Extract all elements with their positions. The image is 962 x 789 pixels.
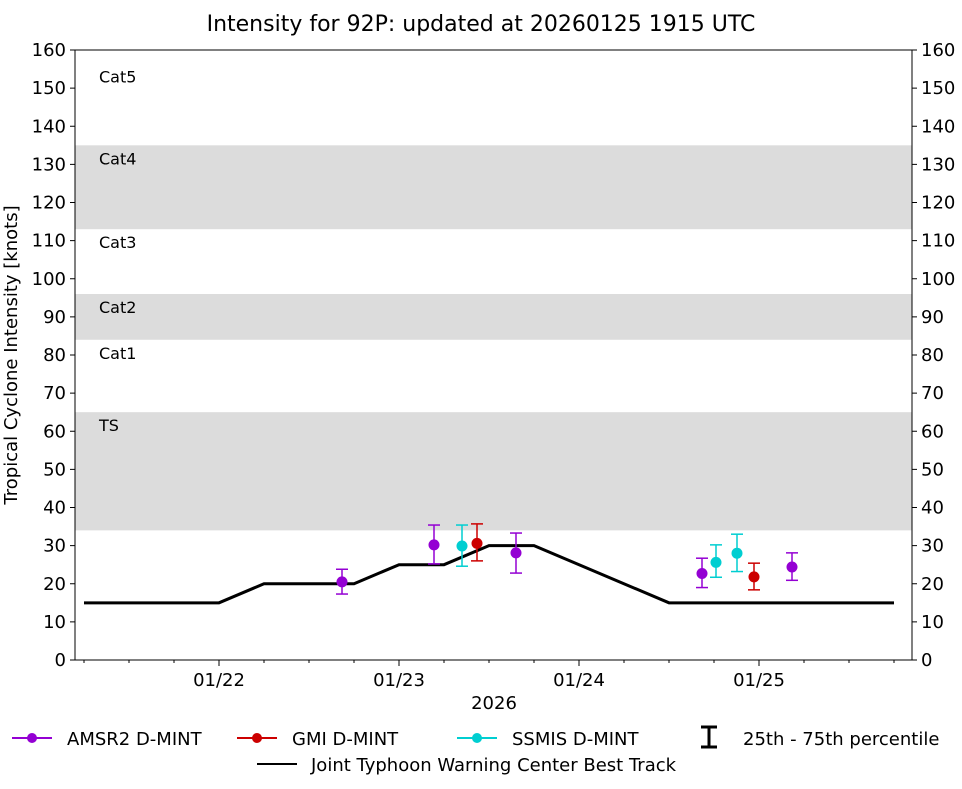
- y-tick-label-right: 60: [921, 421, 944, 442]
- point-marker: [471, 537, 483, 549]
- category-label: Cat1: [99, 344, 136, 363]
- y-tick-label-right: 30: [921, 536, 944, 557]
- legend-marker: [472, 733, 482, 743]
- category-band: [75, 294, 912, 340]
- y-tick-label-right: 80: [921, 345, 944, 366]
- category-label: Cat3: [99, 233, 136, 252]
- y-tick-label-right: 90: [921, 307, 944, 328]
- data-point: [710, 544, 722, 579]
- point-marker: [428, 539, 440, 551]
- point-marker: [710, 556, 722, 568]
- point-marker: [731, 547, 743, 559]
- point-marker: [510, 547, 522, 559]
- best-track: [84, 544, 894, 605]
- y-tick-label-right: 50: [921, 459, 944, 480]
- legend-item: GMI D-MINT: [237, 729, 399, 750]
- y-tick-label: 50: [43, 459, 66, 480]
- y-tick-label: 100: [32, 269, 66, 290]
- chart-title: Intensity for 92P: updated at 20260125 1…: [207, 12, 756, 37]
- legend: AMSR2 D-MINT GMI D-MINT SSMIS D-MINT 25th -…: [12, 725, 939, 776]
- legend-marker: [252, 733, 262, 743]
- x-tick-label: 01/22: [193, 670, 245, 691]
- data-point: [696, 557, 708, 589]
- y-tick-label: 20: [43, 574, 66, 595]
- y-tick-label-right: 10: [921, 612, 944, 633]
- legend-item-best-track: Joint Typhoon Warning Center Best Track: [257, 755, 677, 776]
- category-band: [75, 412, 912, 531]
- y-tick-label: 40: [43, 498, 66, 519]
- data-point: [336, 568, 348, 595]
- y-tick-label-right: 140: [921, 116, 955, 137]
- legend-marker: [27, 733, 37, 743]
- y-tick-label: 60: [43, 421, 66, 442]
- axes: 0 0 10 10 20 20 30 30 40 40 50 50 60 60 70 70 80 80 90 90 10…: [32, 40, 956, 691]
- legend-item: SSMIS D-MINT: [457, 729, 639, 750]
- category-label: TS: [98, 416, 119, 435]
- legend-label: AMSR2 D-MINT: [67, 729, 203, 750]
- category-band: [75, 145, 912, 230]
- data-point: [456, 524, 468, 567]
- y-tick-label: 160: [32, 40, 66, 61]
- y-tick-label-right: 20: [921, 574, 944, 595]
- y-tick-label-right: 0: [921, 650, 932, 671]
- data-points: [336, 523, 798, 595]
- best-track-line: [84, 544, 894, 605]
- legend-label: 25th - 75th percentile: [743, 729, 939, 750]
- y-tick-label: 0: [55, 650, 66, 671]
- y-tick-label-right: 100: [921, 269, 955, 290]
- point-marker: [336, 576, 348, 588]
- y-tick-label: 110: [32, 231, 66, 252]
- y-tick-label: 70: [43, 383, 66, 404]
- category-label: Cat5: [99, 68, 136, 87]
- legend-label: Joint Typhoon Warning Center Best Track: [310, 755, 677, 776]
- point-marker: [786, 561, 798, 573]
- y-tick-label-right: 160: [921, 40, 955, 61]
- legend-item-percentile: 25th - 75th percentile: [701, 725, 939, 750]
- legend-item: AMSR2 D-MINT: [12, 729, 203, 750]
- y-axis-label: Tropical Cyclone Intensity [knots]: [1, 205, 22, 505]
- data-point: [786, 552, 798, 582]
- y-tick-label-right: 110: [921, 231, 955, 252]
- point-marker: [748, 571, 760, 583]
- y-tick-label: 30: [43, 536, 66, 557]
- x-tick-label: 01/24: [553, 670, 605, 691]
- plot-frame: [74, 49, 913, 661]
- y-tick-label: 150: [32, 78, 66, 99]
- y-tick-label-right: 40: [921, 498, 944, 519]
- y-tick-label-right: 150: [921, 78, 955, 99]
- y-tick-label: 10: [43, 612, 66, 633]
- y-tick-label-right: 120: [921, 193, 955, 214]
- category-label: Cat4: [99, 149, 136, 168]
- y-tick-label-right: 130: [921, 154, 955, 175]
- legend-label: GMI D-MINT: [292, 729, 399, 750]
- point-marker: [456, 540, 468, 552]
- data-point: [731, 533, 743, 573]
- y-tick-label-right: 70: [921, 383, 944, 404]
- x-axis-label: 2026: [471, 693, 517, 714]
- point-marker: [696, 567, 708, 579]
- data-point: [748, 562, 760, 591]
- category-label: Cat2: [99, 298, 136, 317]
- x-tick-label: 01/23: [373, 670, 425, 691]
- y-tick-label: 130: [32, 154, 66, 175]
- y-tick-label: 90: [43, 307, 66, 328]
- y-tick-label: 80: [43, 345, 66, 366]
- x-tick-label: 01/25: [733, 670, 785, 691]
- y-tick-label: 120: [32, 193, 66, 214]
- category-bands: TS Cat1 Cat2 Cat3 Cat4 Cat5: [75, 68, 912, 531]
- y-tick-label: 140: [32, 116, 66, 137]
- data-point: [471, 523, 483, 562]
- data-point: [510, 532, 522, 574]
- legend-label: SSMIS D-MINT: [512, 729, 639, 750]
- data-point: [428, 524, 440, 565]
